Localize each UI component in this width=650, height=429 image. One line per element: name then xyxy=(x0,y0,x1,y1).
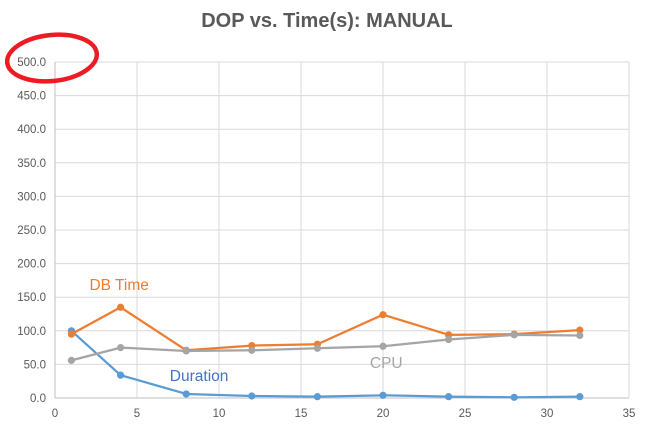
data-point-marker xyxy=(379,391,387,399)
y-tick-label: 0.0 xyxy=(30,393,46,405)
y-tick-label: 450.0 xyxy=(17,91,46,103)
data-point-marker xyxy=(445,335,453,344)
data-point-marker xyxy=(576,331,584,340)
series-label: DB Time xyxy=(89,277,148,294)
x-tick-label: 15 xyxy=(295,408,308,420)
y-tick-label: 250.0 xyxy=(17,225,46,237)
chart-title: DOP vs. Time(s): MANUAL xyxy=(201,10,453,32)
series-label: CPU xyxy=(370,355,403,372)
data-point-marker xyxy=(313,344,321,352)
y-tick-label: 100.0 xyxy=(17,326,46,338)
data-point-marker xyxy=(248,392,256,400)
data-point-marker xyxy=(445,393,453,401)
data-point-marker xyxy=(313,393,321,401)
y-tick-label: 50.0 xyxy=(24,359,46,371)
data-point-marker xyxy=(117,303,125,311)
x-tick-label: 20 xyxy=(377,408,390,420)
x-tick-label: 10 xyxy=(213,408,226,420)
x-tick-label: 30 xyxy=(541,408,554,420)
data-point-marker xyxy=(117,344,125,352)
x-tick-label: 0 xyxy=(52,408,58,420)
series-line-db-time xyxy=(70,306,581,352)
y-tick-label: 400.0 xyxy=(17,124,46,136)
data-point-marker xyxy=(576,326,584,334)
data-point-marker xyxy=(510,331,518,339)
x-tick-label: 35 xyxy=(623,408,636,420)
series-label: Duration xyxy=(170,368,229,385)
data-point-marker xyxy=(576,393,584,401)
data-point-marker xyxy=(379,311,387,319)
y-tick-label: 500.0 xyxy=(17,57,46,69)
data-point-marker xyxy=(182,347,190,355)
data-point-marker xyxy=(248,346,256,354)
x-tick-label: 5 xyxy=(134,408,140,420)
data-point-marker xyxy=(379,342,387,350)
series-line-cpu xyxy=(70,333,581,362)
data-point-marker xyxy=(67,356,75,364)
y-tick-label: 350.0 xyxy=(17,158,46,170)
data-point-marker xyxy=(67,330,75,338)
x-tick-label: 25 xyxy=(459,408,472,420)
data-point-marker xyxy=(510,393,518,401)
red-circle-annotation xyxy=(4,32,100,84)
data-point-marker xyxy=(117,371,125,379)
y-tick-label: 300.0 xyxy=(17,191,46,203)
y-tick-label: 200.0 xyxy=(17,259,46,271)
y-tick-label: 150.0 xyxy=(17,292,46,304)
data-point-marker xyxy=(182,390,190,398)
